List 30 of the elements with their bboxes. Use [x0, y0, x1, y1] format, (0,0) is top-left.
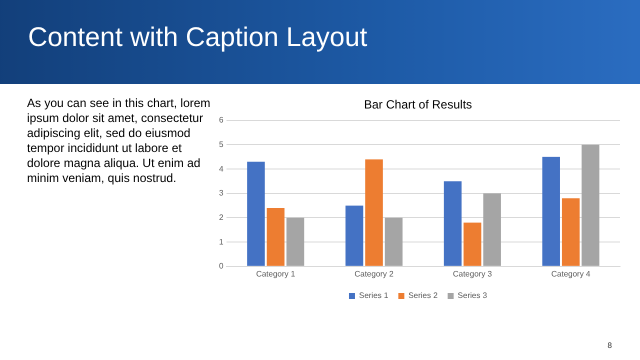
bar: [365, 159, 383, 266]
legend-label: Series 3: [458, 291, 488, 300]
text: As you can see in this chart, lorem ipsum dolor sit amet, consectetur adipiscing elit, sed do eiusmod tempor incididunt ut labore et dolore magna aliqua. Ut enim ad minim veniam, quis nostrud.: [27, 96, 212, 186]
y-tick-label: 0: [218, 262, 224, 271]
y-tick-label: 3: [218, 188, 224, 198]
bar: [384, 218, 403, 266]
y-tick-label: 4: [218, 164, 224, 174]
bar: [542, 156, 560, 266]
bar: [266, 208, 284, 266]
bar: [562, 198, 580, 266]
x-tick-label: Category 2: [354, 269, 394, 278]
y-tick-label: 5: [218, 140, 224, 149]
bar: [464, 222, 482, 266]
y-tick-label: 6: [218, 116, 224, 125]
x-tick-label: Category 4: [551, 269, 591, 278]
legend-label: Series 2: [408, 291, 438, 300]
text: Content with Caption Layout: [28, 22, 368, 53]
bar: [247, 162, 265, 266]
bar: [582, 144, 600, 266]
legend-label: Series 1: [358, 291, 389, 300]
x-tick-label: Category 1: [256, 269, 296, 278]
bar: [286, 218, 304, 266]
y-tick-label: 1: [218, 237, 224, 246]
bar: [444, 181, 462, 266]
bar: [346, 206, 364, 266]
x-tick-label: Category 3: [452, 269, 493, 278]
text: 8: [608, 341, 612, 350]
y-tick-label: 2: [218, 212, 224, 222]
chart-title: Bar Chart of Results: [364, 98, 472, 112]
bar: [483, 193, 501, 266]
